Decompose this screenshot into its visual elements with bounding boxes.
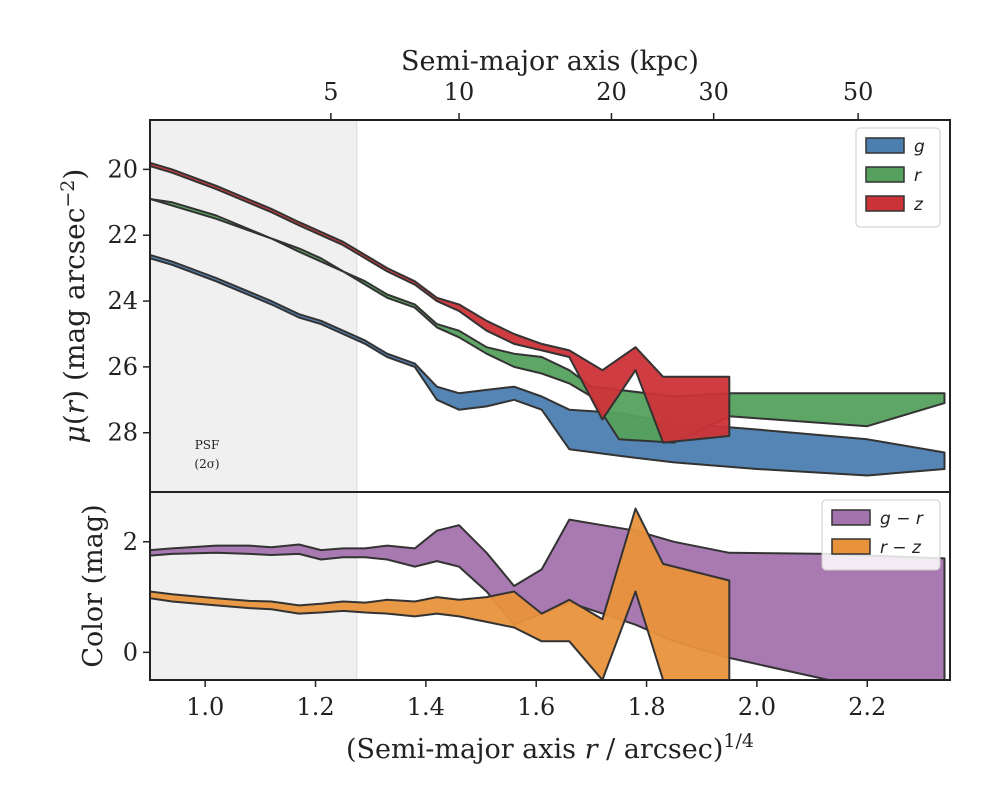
kpc-tick-label: 20 bbox=[596, 78, 627, 106]
kpc-tick-label: 10 bbox=[444, 78, 475, 106]
top-legend: grz bbox=[855, 127, 941, 228]
psf-shaded-region-bottom bbox=[149, 491, 358, 681]
top-y-tick-label: 26 bbox=[107, 353, 138, 381]
y-label-open-paren: ( bbox=[58, 414, 91, 425]
top-y-ticks: 20 22 24 26 28 bbox=[107, 155, 150, 447]
y-label-close-paren: ) bbox=[58, 381, 91, 401]
y-label-symbol-r: r bbox=[58, 399, 91, 414]
color-profile-panel: 02 1.0 1.2 1.4 1.6 1.8 2.0 2.2 Color (mag) (Se… bbox=[78, 491, 951, 765]
bottom-legend: g − r r − z bbox=[821, 499, 941, 571]
bottom-plot-frame bbox=[149, 491, 951, 681]
legend-swatch-r-z bbox=[831, 538, 871, 555]
kpc-tick-label: 30 bbox=[698, 78, 729, 106]
psf-label-line2: (2σ) bbox=[194, 457, 219, 471]
top-axis-title: Semi-major axis (kpc) bbox=[401, 46, 699, 77]
top-y-tick-label: 20 bbox=[107, 155, 138, 183]
x-tick-label: 1.0 bbox=[186, 693, 224, 721]
x-label-main: (Semi-major axis bbox=[346, 734, 585, 765]
x-label-exponent: 1/4 bbox=[723, 730, 754, 752]
band-g-r bbox=[150, 518, 946, 680]
x-tick-label: 2.2 bbox=[848, 693, 886, 721]
bottom-x-axis-title: (Semi-major axis r / arcsec)1/4 bbox=[346, 730, 754, 765]
top-y-axis-title: μ(r) (mag arcsec−2) bbox=[57, 169, 91, 444]
top-y-tick-label: 28 bbox=[107, 419, 138, 447]
legend-label-g-r: g − r bbox=[880, 509, 924, 529]
legend-label-z: z bbox=[913, 195, 924, 215]
bottom-y-tick-label: 0 bbox=[123, 638, 138, 666]
kpc-tick-label: 50 bbox=[843, 78, 874, 106]
surface-brightness-series bbox=[150, 161, 946, 477]
legend-swatch-z bbox=[865, 195, 905, 212]
surface-brightness-panel: 20 22 24 26 28 5 10 20 30 50 Semi-major axis (kp… bbox=[57, 46, 951, 493]
top-y-tick-label: 22 bbox=[107, 221, 138, 249]
x-tick-label: 1.6 bbox=[517, 693, 555, 721]
bottom-y-ticks: 02 bbox=[123, 528, 150, 666]
bottom-y-axis-title: Color (mag) bbox=[78, 504, 109, 667]
x-label-tail: / arcsec) bbox=[598, 734, 724, 765]
legend-swatch-r bbox=[865, 166, 905, 183]
y-label-exponent: −2 bbox=[57, 180, 79, 208]
legend-label-r-z: r − z bbox=[880, 538, 922, 558]
band-r bbox=[150, 198, 946, 444]
legend-swatch-g bbox=[865, 137, 905, 154]
y-label-symbol-mu: μ bbox=[58, 425, 91, 443]
color-profile-series bbox=[150, 507, 946, 680]
band-z bbox=[150, 161, 731, 444]
x-label-variable: r bbox=[585, 734, 600, 765]
kpc-tick-label: 5 bbox=[323, 78, 338, 106]
y-label-units-close: ) bbox=[58, 169, 91, 180]
y-label-units: (mag arcsec bbox=[58, 208, 91, 381]
legend-swatch-g-r bbox=[831, 509, 871, 526]
x-tick-label: 1.4 bbox=[407, 693, 445, 721]
x-tick-label: 1.8 bbox=[627, 693, 665, 721]
x-tick-label: 1.2 bbox=[296, 693, 334, 721]
psf-label-line1: PSF bbox=[195, 438, 220, 452]
bottom-x-ticks: 1.0 1.2 1.4 1.6 1.8 2.0 2.2 bbox=[186, 680, 886, 721]
band-g bbox=[150, 254, 946, 477]
band-r-z bbox=[150, 507, 731, 680]
x-tick-label: 2.0 bbox=[738, 693, 776, 721]
top-kpc-axis-ticks: 5 10 20 30 50 bbox=[323, 78, 873, 120]
psf-shaded-region bbox=[149, 119, 358, 493]
bottom-y-tick-label: 2 bbox=[123, 528, 138, 556]
legend-label-r: r bbox=[914, 166, 922, 186]
top-y-tick-label: 24 bbox=[107, 287, 138, 315]
legend-label-g: g bbox=[914, 137, 925, 157]
